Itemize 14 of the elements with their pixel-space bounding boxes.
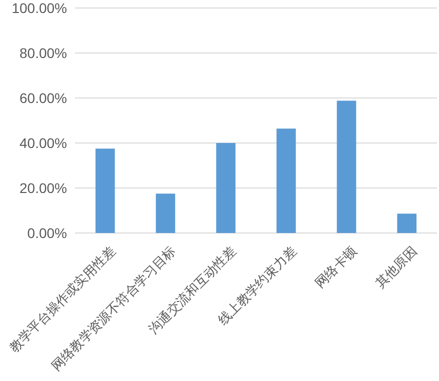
x-tick-label: 其他原因: [372, 243, 420, 291]
x-tick-label: 网络卡顿: [312, 243, 360, 291]
y-tick-label: 40.00%: [20, 135, 67, 151]
bar: [336, 100, 356, 233]
y-tick-label: 20.00%: [20, 180, 67, 196]
bar: [96, 148, 115, 233]
y-tick-label: 80.00%: [20, 45, 67, 61]
bar: [156, 194, 176, 233]
y-tick-label: 60.00%: [20, 90, 67, 106]
y-tick-label: 0.00%: [27, 225, 67, 241]
bar: [276, 128, 296, 233]
bar: [216, 143, 236, 233]
bar: [397, 214, 416, 233]
y-tick-label: 100.00%: [12, 0, 67, 16]
